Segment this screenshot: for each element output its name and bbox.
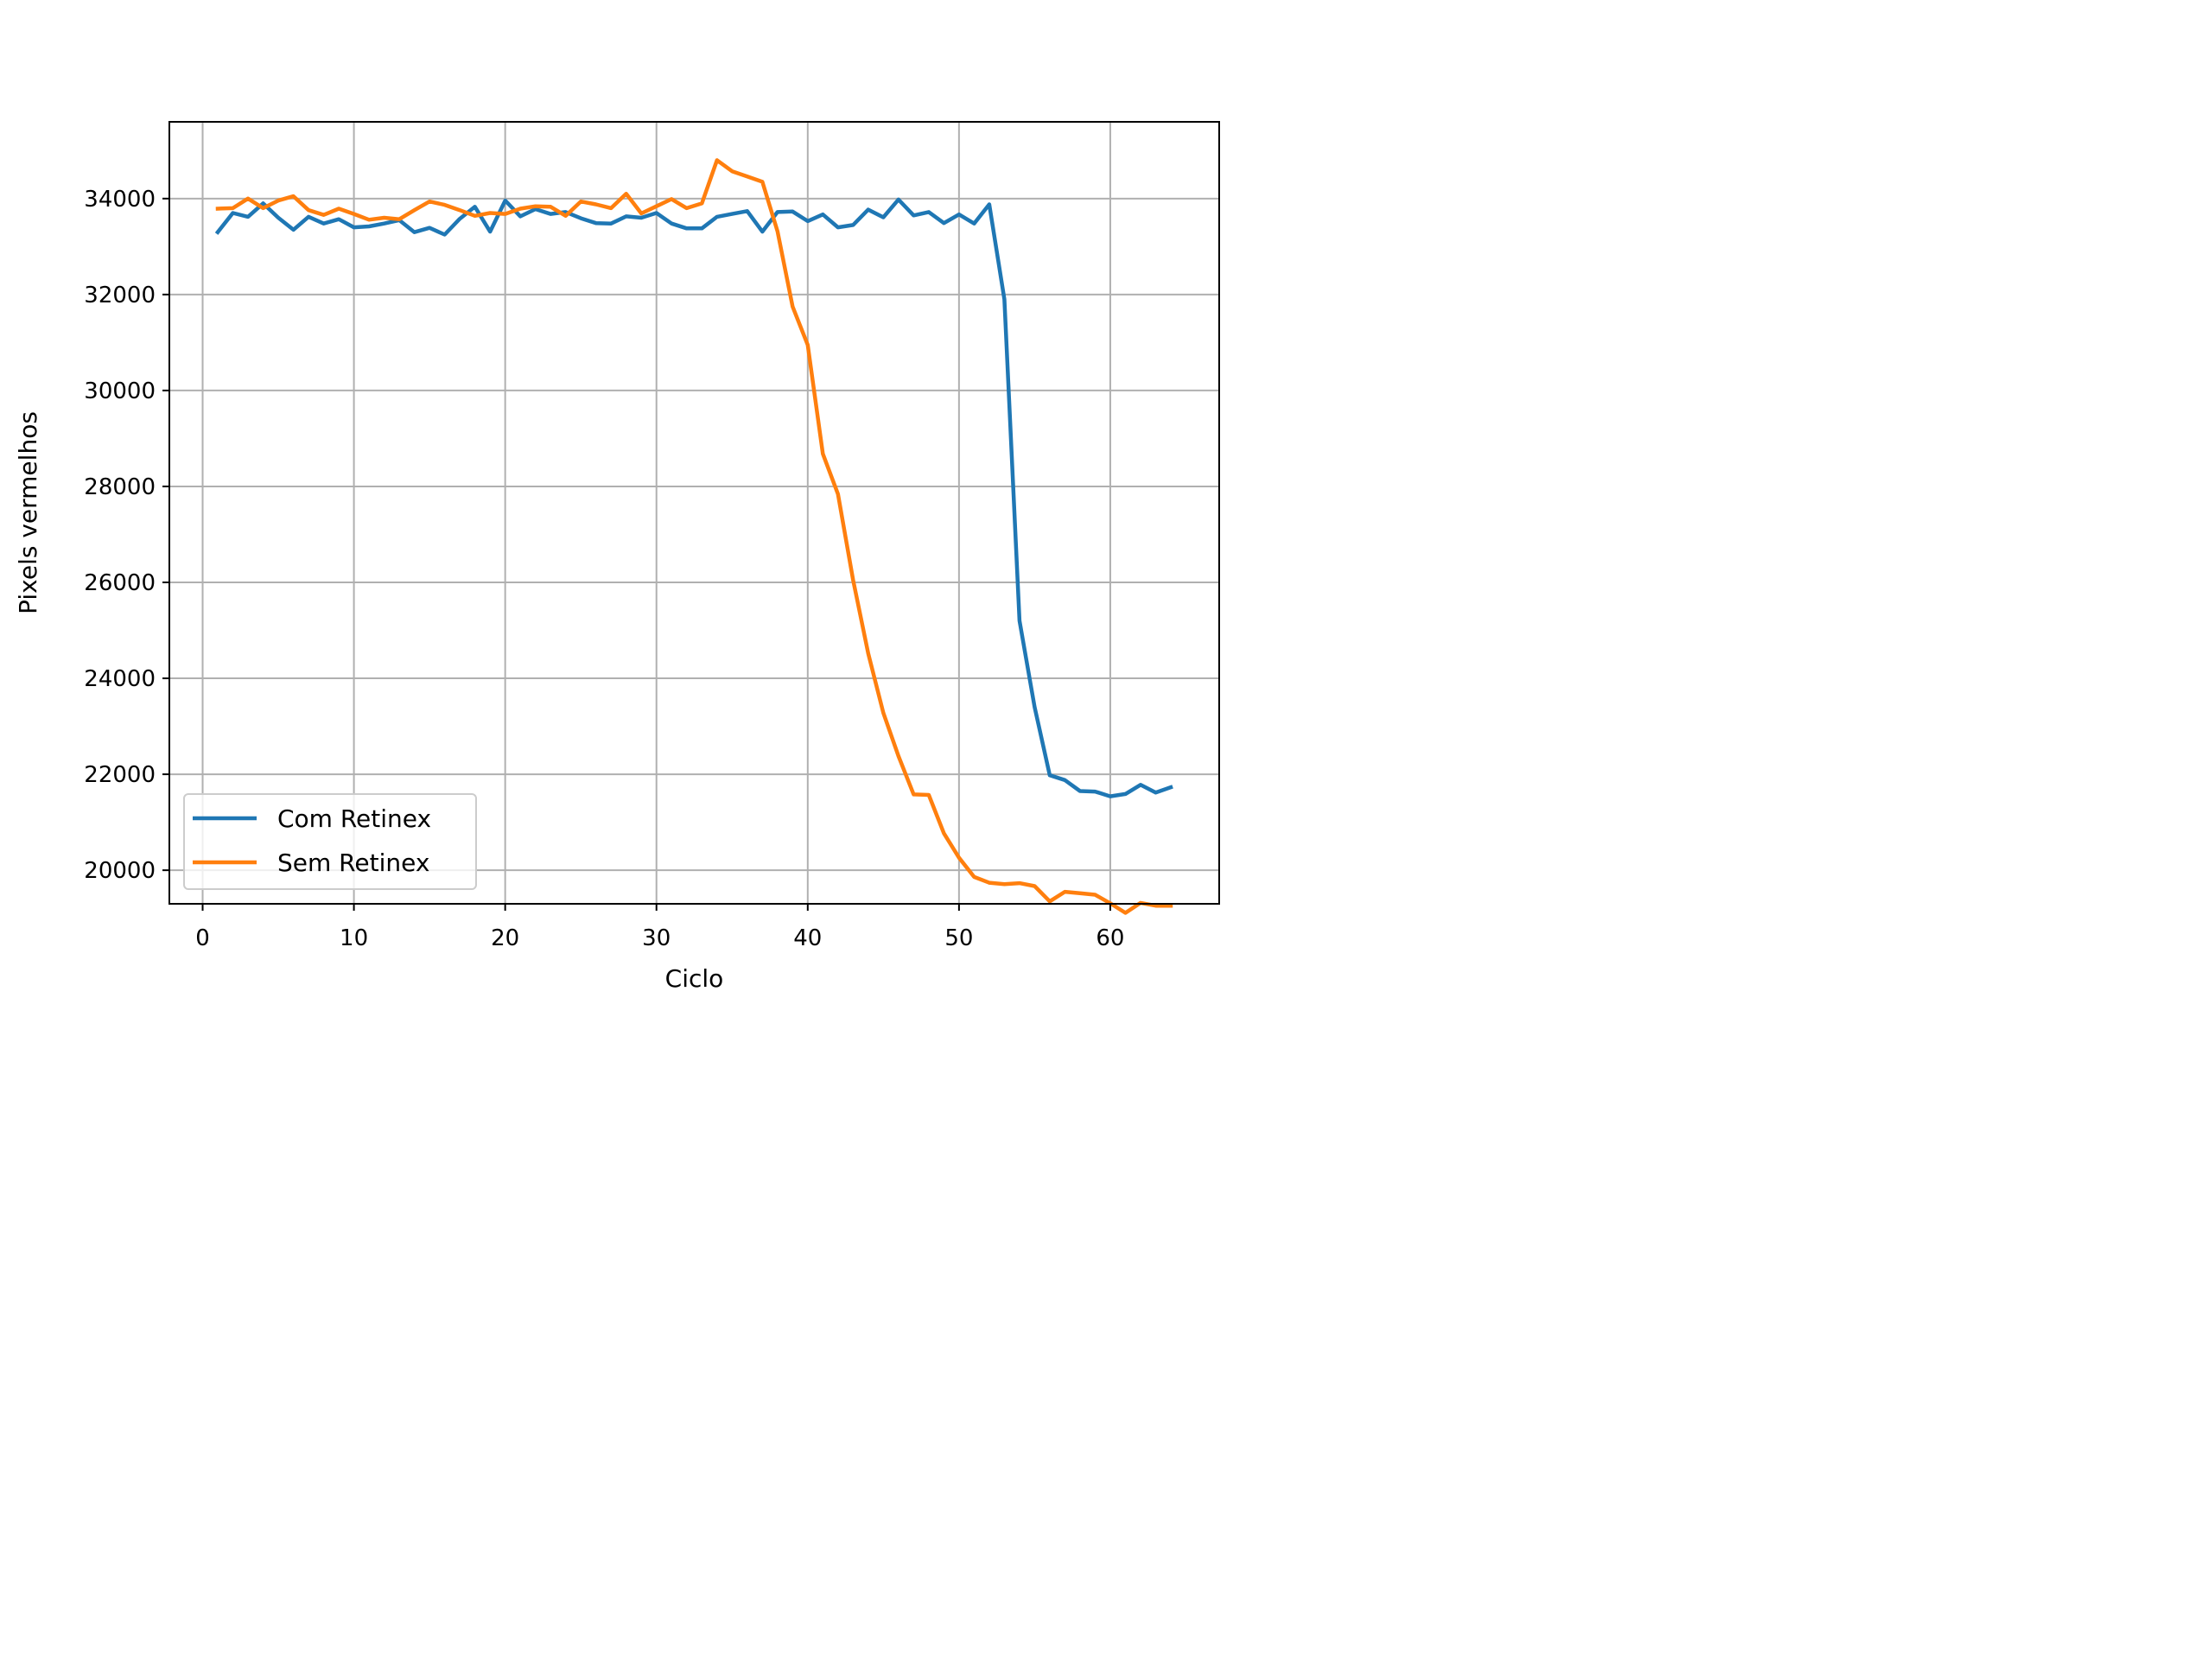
legend: Com Retinex Sem Retinex — [183, 793, 477, 890]
y-tick-label: 26000 — [84, 570, 156, 596]
y-axis-title: Pixels vermelhos — [14, 411, 42, 614]
series-layer — [214, 158, 1173, 915]
line-chart: 0 10 20 30 40 50 60 20000 22000 24000 26000 28000 3… — [0, 0, 1355, 1016]
x-tick-label: 10 — [340, 925, 368, 951]
x-tick-label: 20 — [491, 925, 519, 951]
y-tick-label: 22000 — [84, 762, 156, 788]
legend-box — [183, 793, 477, 890]
x-tick-label: 0 — [195, 925, 210, 951]
x-tick-label: 60 — [1096, 925, 1124, 951]
x-tick-label: 50 — [944, 925, 973, 951]
y-tick-label: 20000 — [84, 858, 156, 884]
y-axis-ticks: 20000 22000 24000 26000 28000 30000 32000 34000 — [84, 187, 169, 884]
legend-label: Sem Retinex — [277, 849, 429, 877]
y-tick-label: 30000 — [84, 378, 156, 404]
y-tick-label: 32000 — [84, 283, 156, 308]
series-line-sem-retinex — [215, 158, 1173, 915]
plot-area-frame — [168, 121, 1220, 905]
x-axis-title: Ciclo — [665, 964, 724, 993]
y-tick-label: 24000 — [84, 666, 156, 692]
y-tick-label: 28000 — [84, 474, 156, 500]
x-tick-label: 30 — [642, 925, 671, 951]
series-line-com-retinex — [214, 197, 1173, 798]
x-tick-label: 40 — [793, 925, 822, 951]
x-axis-ticks: 0 10 20 30 40 50 60 — [195, 904, 1124, 951]
y-tick-label: 34000 — [84, 187, 156, 213]
legend-label: Com Retinex — [277, 804, 431, 833]
